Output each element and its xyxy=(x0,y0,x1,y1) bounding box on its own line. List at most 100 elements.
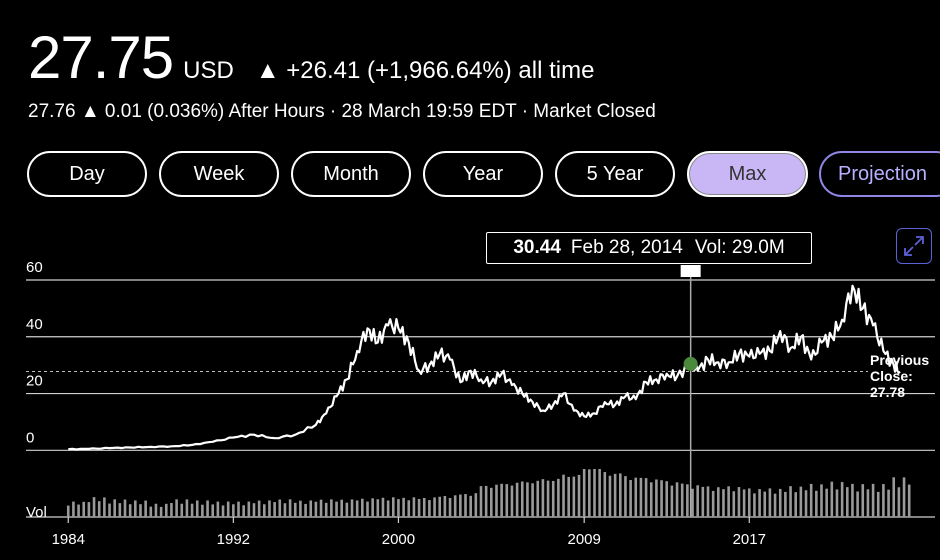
volume-bar xyxy=(820,484,823,517)
volume-bar xyxy=(464,494,467,517)
volume-bar xyxy=(732,491,736,517)
volume-bar xyxy=(768,488,772,517)
volume-bar xyxy=(655,479,658,517)
volume-bar xyxy=(443,495,447,517)
volume-bar xyxy=(856,491,859,517)
volume-bar xyxy=(345,502,349,517)
previous-close-title-1: Previous xyxy=(870,352,930,368)
volume-bar xyxy=(268,500,271,517)
price-line xyxy=(68,284,901,451)
volume-bar xyxy=(629,480,632,517)
volume-bar xyxy=(376,499,380,517)
volume-bar xyxy=(232,504,235,517)
volume-bar xyxy=(686,484,689,517)
volume-bar xyxy=(97,501,101,517)
previous-close-label: Previous Close: 27.78 xyxy=(870,352,929,400)
volume-bar xyxy=(381,497,385,517)
tab-day[interactable]: Day xyxy=(27,151,147,197)
x-tick-label: 2017 xyxy=(733,531,766,548)
crosshair-handle xyxy=(680,265,701,277)
volume-bar xyxy=(608,475,612,517)
expand-icon xyxy=(904,236,924,256)
after-hours-line: 27.76 ▲ 0.01 (0.036%) After Hours · 28 M… xyxy=(28,101,656,122)
volume-bar xyxy=(495,484,498,517)
volume-bar xyxy=(355,500,359,517)
volume-bar xyxy=(397,499,400,517)
volume-bar xyxy=(128,504,132,517)
y-tick-label: 40 xyxy=(26,316,43,333)
tab-projection[interactable]: Projection xyxy=(819,151,940,197)
tab-year[interactable]: Year xyxy=(423,151,543,197)
volume-bar xyxy=(77,504,80,517)
volume-bar xyxy=(866,489,870,517)
volume-bar xyxy=(490,487,493,517)
volume-bar xyxy=(711,490,715,517)
volume-bar xyxy=(479,486,483,517)
volume-bar xyxy=(665,481,669,517)
volume-bar xyxy=(164,503,168,517)
volume-bar xyxy=(613,473,617,517)
volume-bar xyxy=(737,487,741,517)
volume-bar xyxy=(618,473,622,517)
volume-bar xyxy=(257,500,261,517)
volume-bar xyxy=(484,485,488,517)
volume-bar xyxy=(794,492,798,517)
volume-bar xyxy=(66,505,70,517)
volume-bar xyxy=(237,501,240,517)
volume-bar xyxy=(577,474,581,517)
volume-bar xyxy=(438,496,442,517)
volume-bar xyxy=(309,500,313,517)
expand-button[interactable] xyxy=(896,228,932,264)
price-header: 27.75 USD ▲ +26.41 (+1,966.64%) all time xyxy=(28,28,594,88)
volume-bar xyxy=(727,486,730,517)
tab-max[interactable]: Max xyxy=(687,151,808,197)
volume-bar xyxy=(407,500,411,517)
volume-bar xyxy=(892,477,896,517)
volume-bar xyxy=(747,488,751,517)
volume-bar xyxy=(340,499,343,517)
volume-bar xyxy=(87,502,91,517)
volume-bar xyxy=(876,491,880,517)
previous-close-value: 27.78 xyxy=(870,384,906,400)
volume-bar xyxy=(448,497,452,517)
volume-bar xyxy=(433,497,436,517)
volume-bar xyxy=(691,488,694,517)
volume-bar xyxy=(469,495,472,517)
volume-bar xyxy=(319,499,323,517)
volume-bar xyxy=(902,477,906,517)
volume-bar xyxy=(804,490,808,517)
volume-bar xyxy=(314,501,318,517)
volume-bar xyxy=(103,497,106,517)
volume-bar xyxy=(897,487,901,517)
volume-bar xyxy=(242,505,245,517)
volume-bar xyxy=(211,504,215,517)
y-tick-label: 60 xyxy=(26,259,43,276)
volume-bar xyxy=(871,483,875,517)
volume-bar xyxy=(180,503,184,517)
volume-bar xyxy=(113,499,116,517)
volume-bar xyxy=(185,499,189,517)
volume-bar xyxy=(882,484,885,517)
hover-point xyxy=(683,356,698,371)
volume-bar xyxy=(144,500,147,517)
volume-bar xyxy=(195,500,199,517)
hover-tooltip: 30.44 Feb 28, 2014 Vol: 29.0M xyxy=(486,232,812,264)
tab-5-year[interactable]: 5 Year xyxy=(555,151,675,197)
volume-bar xyxy=(799,486,803,517)
volume-bar xyxy=(247,501,251,517)
volume-bar xyxy=(330,499,333,517)
volume-bar xyxy=(108,503,111,517)
volume-bar xyxy=(815,490,818,517)
volume-bar xyxy=(278,499,282,517)
tab-month[interactable]: Month xyxy=(291,151,411,197)
volume-bar xyxy=(201,504,204,517)
previous-close-title-2: Close: xyxy=(870,368,913,384)
volume-bar xyxy=(861,484,865,517)
volume-axis-label: Vol xyxy=(26,504,47,521)
tab-week[interactable]: Week xyxy=(159,151,279,197)
volume-bar xyxy=(175,499,178,517)
volume-bar xyxy=(706,486,710,517)
volume-bar xyxy=(417,498,421,517)
volume-bar xyxy=(778,488,782,517)
